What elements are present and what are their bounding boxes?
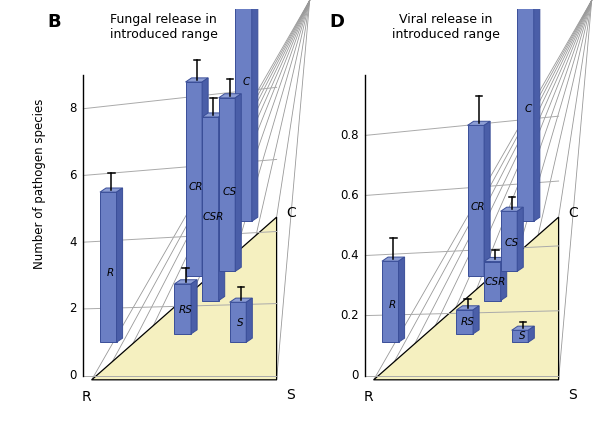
Polygon shape [382, 261, 398, 342]
Text: CR: CR [471, 202, 485, 212]
Polygon shape [246, 298, 253, 342]
Polygon shape [517, 207, 523, 271]
Text: CS: CS [504, 238, 518, 248]
Polygon shape [467, 126, 484, 276]
Polygon shape [467, 121, 490, 126]
Polygon shape [116, 188, 122, 342]
Text: RS: RS [178, 305, 192, 315]
Text: CS: CS [222, 187, 236, 197]
Text: Viral release in
introduced range: Viral release in introduced range [392, 13, 499, 41]
Polygon shape [528, 326, 535, 342]
Polygon shape [500, 258, 507, 301]
Polygon shape [484, 258, 507, 261]
Polygon shape [457, 310, 473, 334]
Polygon shape [484, 261, 500, 301]
Polygon shape [230, 302, 246, 342]
Text: CR: CR [189, 182, 203, 192]
Polygon shape [235, 0, 252, 221]
Text: 6: 6 [69, 169, 77, 182]
Text: Number of pathogen species: Number of pathogen species [33, 98, 46, 269]
Polygon shape [218, 94, 241, 98]
Text: R: R [389, 300, 396, 310]
Text: D: D [329, 13, 344, 31]
Polygon shape [473, 306, 479, 334]
Text: 0: 0 [69, 369, 77, 382]
Text: 0.6: 0.6 [340, 189, 359, 202]
Text: RS: RS [460, 317, 474, 327]
Polygon shape [252, 0, 258, 221]
Text: C: C [242, 77, 250, 87]
Text: 0: 0 [351, 369, 359, 382]
Polygon shape [100, 192, 116, 342]
Polygon shape [512, 326, 535, 330]
Polygon shape [457, 306, 479, 310]
Polygon shape [374, 217, 559, 380]
Text: 2: 2 [69, 302, 77, 316]
Polygon shape [175, 284, 191, 334]
Text: S: S [286, 388, 295, 402]
Polygon shape [202, 113, 225, 117]
Polygon shape [500, 211, 517, 271]
Text: C: C [568, 206, 578, 220]
Text: C: C [524, 104, 532, 114]
Polygon shape [191, 280, 197, 334]
Text: C: C [286, 206, 296, 220]
Polygon shape [202, 117, 218, 301]
Text: S: S [519, 331, 526, 341]
Polygon shape [185, 82, 202, 276]
Polygon shape [398, 257, 404, 342]
Text: R: R [364, 390, 373, 404]
Polygon shape [484, 121, 490, 276]
Polygon shape [534, 0, 540, 221]
Text: 0.2: 0.2 [340, 309, 359, 322]
Text: 0.8: 0.8 [340, 129, 359, 142]
Text: 0.4: 0.4 [340, 249, 359, 262]
Polygon shape [92, 217, 277, 380]
Text: B: B [47, 13, 61, 31]
Polygon shape [202, 78, 208, 276]
Polygon shape [512, 330, 528, 342]
Text: Fungal release in
introduced range: Fungal release in introduced range [110, 13, 217, 41]
Polygon shape [218, 98, 235, 271]
Polygon shape [185, 78, 208, 82]
Polygon shape [517, 0, 534, 221]
Polygon shape [175, 280, 197, 284]
Text: CSR: CSR [202, 212, 223, 222]
Text: 4: 4 [69, 236, 77, 249]
Polygon shape [382, 257, 404, 261]
Text: CSR: CSR [484, 277, 505, 287]
Text: S: S [237, 318, 244, 328]
Polygon shape [500, 207, 523, 211]
Text: S: S [568, 388, 577, 402]
Text: R: R [107, 268, 114, 279]
Polygon shape [235, 94, 241, 271]
Polygon shape [230, 298, 253, 302]
Polygon shape [218, 113, 225, 301]
Polygon shape [100, 188, 122, 192]
Text: R: R [82, 390, 91, 404]
Text: 8: 8 [69, 102, 77, 115]
